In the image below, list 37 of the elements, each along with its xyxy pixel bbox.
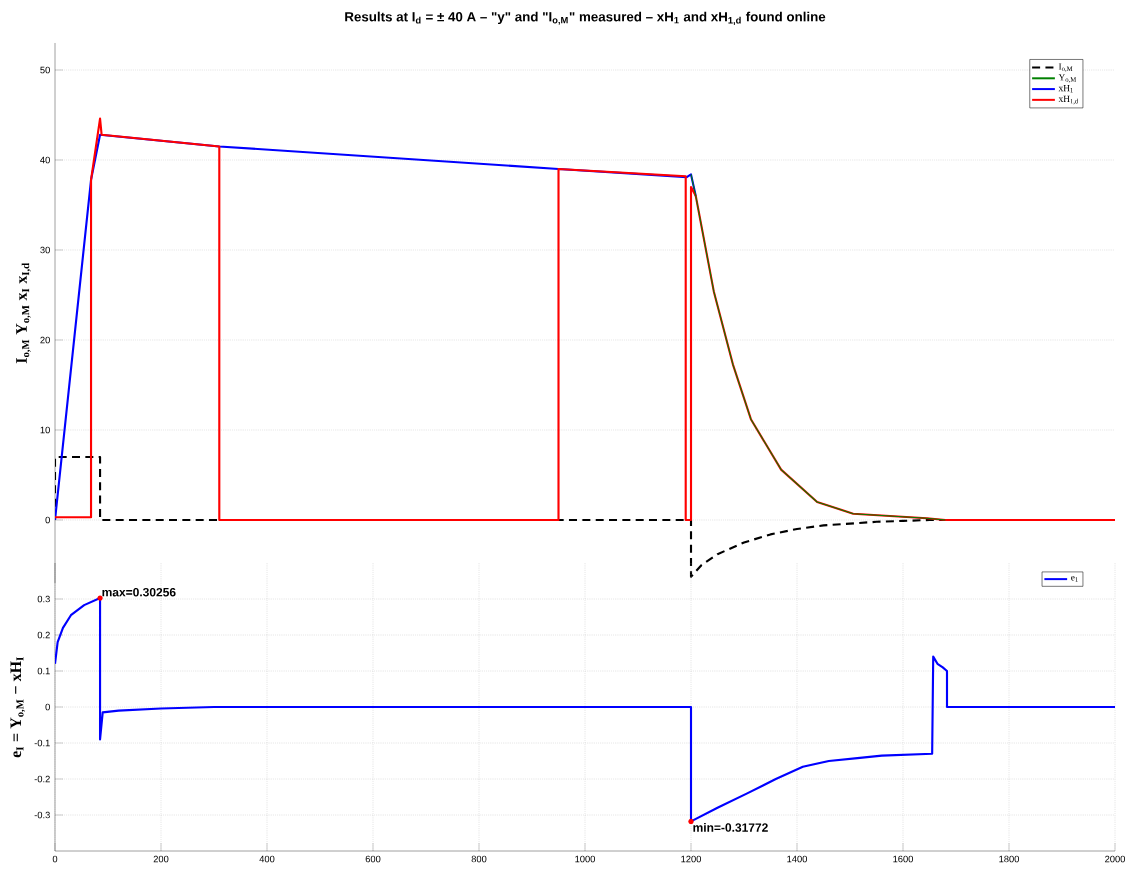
x-tick-label: 1800 bbox=[999, 855, 1020, 863]
x-tick-label: 600 bbox=[365, 855, 381, 863]
y-axis-title: I$_{o,M}$ Y$_{o,M}$ x$_{I}$ x$_{I,d}$ bbox=[16, 263, 31, 364]
y-axis-title: e$_{I}$ = Y$_{o,M}$ − xH$_{I}$ bbox=[10, 657, 26, 758]
legend-label: I$_{o,M}$ bbox=[1058, 63, 1073, 72]
x-tick-label: 0 bbox=[52, 855, 58, 863]
legend-label: xH$_{1}$ bbox=[1058, 85, 1073, 93]
annotation: min=-0.31772 bbox=[693, 822, 768, 832]
line-series bbox=[55, 133, 697, 522]
y-tick-label: 0.1 bbox=[37, 667, 50, 675]
legend-label: xH$_{1,d}$ bbox=[1058, 95, 1079, 105]
x-tick-label: 200 bbox=[153, 855, 169, 863]
x-tick-label: 1000 bbox=[575, 855, 596, 863]
y-tick-label: -0.2 bbox=[34, 775, 50, 783]
y-tick-label: 40 bbox=[40, 156, 50, 164]
x-tick-label: 800 bbox=[471, 855, 487, 863]
y-tick-label: 0.3 bbox=[37, 595, 50, 603]
legend-label: Y$_{o,M}$ bbox=[1058, 74, 1077, 83]
x-tick-label: 1400 bbox=[787, 855, 808, 863]
y-tick-label: 30 bbox=[40, 246, 50, 254]
annotation: max=0.30256 bbox=[102, 587, 176, 597]
line-series bbox=[690, 173, 946, 521]
chart-title: Results at I$_{d}$ = ± 40 A – "y" and "I$_{o,M}$" measured – xH$_{1}$ and xH$_{1,d}$ found online bbox=[345, 11, 826, 25]
legend-label: e$_{1}$ bbox=[1071, 575, 1078, 582]
y-tick-label: -0.3 bbox=[34, 811, 50, 819]
y-tick-label: -0.1 bbox=[34, 739, 50, 747]
y-tick-label: 0 bbox=[45, 516, 50, 524]
x-tick-label: 400 bbox=[259, 855, 275, 863]
x-tick-label: 1200 bbox=[681, 855, 702, 863]
y-tick-label: 50 bbox=[40, 66, 50, 74]
x-tick-label: 2000 bbox=[1105, 855, 1126, 863]
y-tick-label: 10 bbox=[40, 426, 50, 434]
y-tick-label: 0.2 bbox=[37, 631, 50, 639]
line-series bbox=[55, 117, 1116, 522]
y-tick-label: 20 bbox=[40, 336, 50, 344]
y-tick-label: 0 bbox=[45, 703, 50, 711]
x-tick-label: 1600 bbox=[893, 855, 914, 863]
